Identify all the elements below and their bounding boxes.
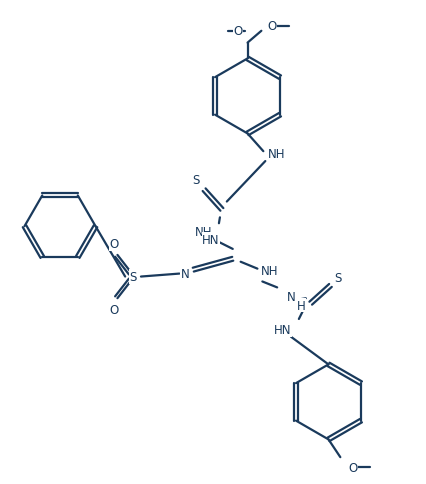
Text: S: S bbox=[129, 271, 136, 284]
Text: S: S bbox=[192, 174, 199, 187]
Text: O: O bbox=[267, 20, 276, 33]
Text: S: S bbox=[334, 272, 341, 285]
Text: O: O bbox=[348, 461, 357, 473]
Text: HN: HN bbox=[202, 233, 219, 246]
Text: N: N bbox=[286, 290, 295, 303]
Text: O: O bbox=[109, 303, 119, 316]
Text: NH: NH bbox=[260, 265, 277, 277]
Text: HN: HN bbox=[273, 324, 291, 337]
Text: NH: NH bbox=[195, 225, 213, 238]
Text: H: H bbox=[296, 299, 305, 312]
Text: N: N bbox=[181, 268, 189, 281]
Text: O: O bbox=[233, 25, 242, 38]
Text: O: O bbox=[109, 238, 119, 251]
Text: NH: NH bbox=[267, 147, 284, 160]
